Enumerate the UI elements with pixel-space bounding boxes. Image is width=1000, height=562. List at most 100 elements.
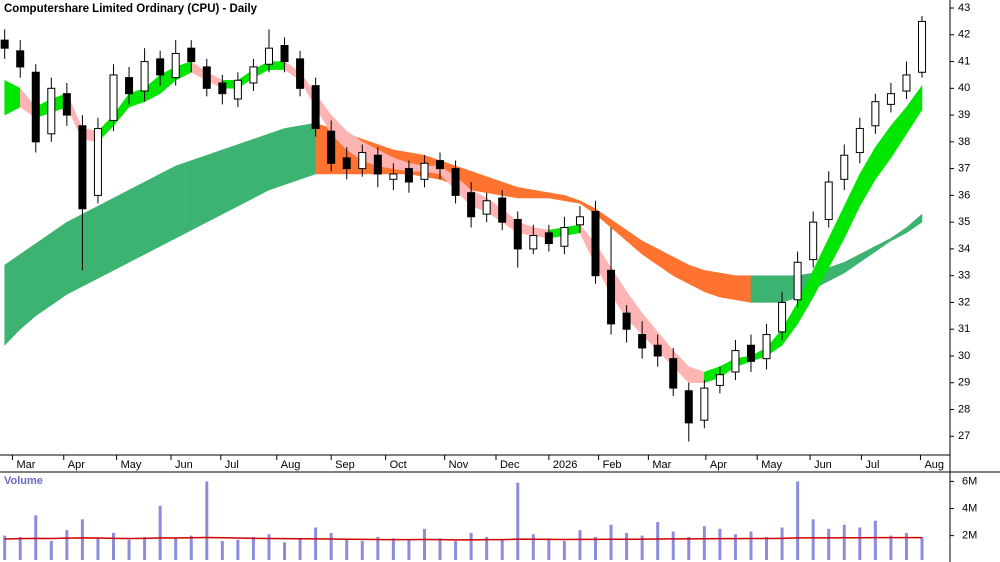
volume-bar: [889, 535, 893, 560]
x-tick-label: Nov: [449, 459, 469, 471]
candle-body: [296, 58, 305, 89]
candle-body: [218, 82, 227, 95]
candle-body: [171, 53, 180, 79]
volume-bar: [251, 536, 255, 560]
candle-body: [591, 210, 600, 277]
ma-band: [113, 189, 130, 271]
ma-band: [253, 133, 270, 199]
candle-body: [653, 344, 662, 357]
y-tick-label: 36: [958, 189, 970, 201]
volume-bar: [438, 538, 442, 560]
y-tick-label: 33: [958, 270, 970, 282]
volume-bar: [671, 531, 675, 560]
candle-body: [389, 173, 398, 180]
x-tick-label: Jun: [175, 459, 193, 471]
chart-title: Computershare Limited Ordinary (CPU) - D…: [4, 3, 258, 15]
y-tick-label: 6M: [962, 475, 977, 487]
ma-band: [159, 165, 176, 247]
candle-body: [840, 154, 849, 180]
volume-bar: [314, 527, 318, 560]
volume-bar: [858, 527, 862, 560]
candle-body: [404, 168, 413, 183]
volume-bar: [3, 535, 7, 560]
x-tick-label: Mar: [652, 459, 671, 471]
y-tick-label: 30: [958, 350, 970, 362]
volume-bar: [920, 536, 924, 560]
y-tick-label: 28: [958, 403, 970, 415]
candle-body: [871, 101, 880, 127]
candle-body: [700, 387, 709, 421]
candle-body: [467, 192, 476, 218]
x-tick-label: 2026: [553, 459, 577, 471]
ma-band: [206, 149, 223, 223]
volume-bar: [718, 528, 722, 560]
candle-body: [778, 301, 787, 333]
volume-bar: [547, 538, 551, 560]
volume-bar: [65, 530, 69, 560]
ma-band: [82, 205, 99, 287]
candle-body: [62, 93, 71, 116]
ma-band: [51, 221, 68, 306]
candle-body: [638, 334, 647, 349]
candle-body: [575, 216, 584, 226]
volume-bar: [391, 538, 395, 560]
volume-bar: [656, 522, 660, 560]
ma-band: [299, 122, 316, 180]
ma-band: [906, 213, 923, 234]
volume-bar: [158, 505, 162, 560]
volume-bar: [360, 541, 364, 560]
x-tick-label: Feb: [603, 459, 622, 471]
candle-body: [607, 269, 616, 325]
y-tick-label: 29: [958, 377, 970, 389]
candle-body: [762, 334, 771, 360]
ma-band: [222, 144, 239, 215]
volume-bar: [376, 536, 380, 560]
y-tick-label: 27: [958, 430, 970, 442]
candle-body: [560, 227, 569, 247]
volume-average: [4, 536, 923, 541]
candle-body: [886, 93, 895, 105]
y-tick-label: 41: [958, 55, 970, 67]
candle-body: [109, 74, 118, 121]
ma-band: [750, 275, 767, 303]
candle-body: [125, 77, 134, 95]
ma-band: [128, 181, 145, 263]
candle-body: [420, 162, 429, 180]
volume-bar: [485, 536, 489, 560]
volume-bar: [422, 528, 426, 560]
candle-body: [793, 261, 802, 301]
volume-bar: [609, 524, 613, 560]
volume-bar: [796, 481, 800, 560]
candle-body: [746, 344, 755, 362]
volume-bar: [96, 538, 100, 560]
candle-body: [918, 20, 927, 73]
y-tick-label: 43: [958, 2, 970, 14]
volume-bar: [625, 532, 629, 560]
candle-body: [902, 74, 911, 92]
volume-bar: [267, 534, 271, 560]
volume-bar: [687, 536, 691, 560]
volume-bar: [205, 481, 209, 560]
x-tick-label: Aug: [924, 459, 944, 471]
ma-band: [144, 173, 161, 255]
volume-bar: [702, 526, 706, 560]
volume-bar: [578, 530, 582, 560]
volume-bar: [842, 524, 846, 560]
candle-body: [342, 157, 351, 170]
volume-bar: [407, 539, 411, 560]
volume-bar: [733, 534, 737, 560]
x-tick-label: Apr: [710, 459, 727, 471]
volume-bar: [454, 541, 458, 560]
candle-body: [249, 66, 258, 84]
ma-band: [97, 197, 114, 279]
y-tick-label: 34: [958, 243, 970, 255]
candle-body: [202, 66, 211, 89]
x-tick-label: Sep: [335, 459, 355, 471]
ma-band: [719, 272, 736, 301]
candle-body: [140, 61, 149, 92]
volume-bar: [345, 539, 349, 560]
candle-body: [498, 197, 507, 223]
ma-band: [4, 253, 21, 346]
candle-body: [529, 235, 538, 250]
